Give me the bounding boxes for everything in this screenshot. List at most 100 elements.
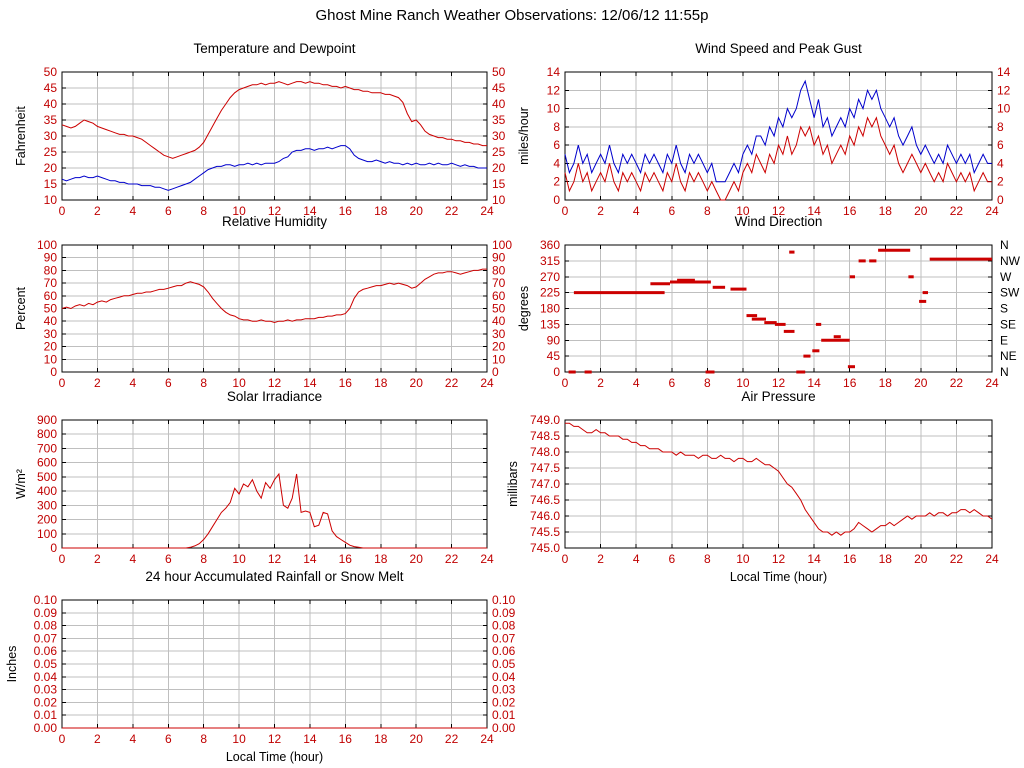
svg-text:746.5: 746.5 xyxy=(530,493,560,507)
svg-text:10: 10 xyxy=(492,193,506,207)
svg-text:70: 70 xyxy=(492,276,506,290)
svg-text:20: 20 xyxy=(410,732,424,746)
svg-text:0.06: 0.06 xyxy=(492,644,516,658)
svg-text:0.04: 0.04 xyxy=(34,670,58,684)
svg-text:6: 6 xyxy=(668,552,675,566)
svg-text:20: 20 xyxy=(410,552,424,566)
svg-text:45: 45 xyxy=(44,81,58,95)
svg-text:12: 12 xyxy=(772,204,786,218)
svg-text:35: 35 xyxy=(44,113,58,127)
series-dewpoint xyxy=(61,145,487,191)
svg-text:0: 0 xyxy=(997,193,1004,207)
svg-text:16: 16 xyxy=(843,376,857,390)
svg-text:0.02: 0.02 xyxy=(34,695,58,709)
svg-text:500: 500 xyxy=(37,470,57,484)
svg-text:25: 25 xyxy=(44,145,58,159)
svg-text:14: 14 xyxy=(997,65,1011,79)
svg-text:22: 22 xyxy=(950,552,964,566)
svg-text:14: 14 xyxy=(303,552,317,566)
svg-text:748.5: 748.5 xyxy=(530,429,560,443)
svg-text:0.01: 0.01 xyxy=(492,708,516,722)
svg-text:20: 20 xyxy=(492,161,506,175)
svg-text:0: 0 xyxy=(59,204,66,218)
chart-title-wind-speed: Wind Speed and Peak Gust xyxy=(695,41,862,56)
svg-text:16: 16 xyxy=(339,204,353,218)
svg-text:22: 22 xyxy=(445,204,459,218)
svg-text:E: E xyxy=(1000,333,1008,347)
svg-text:NW: NW xyxy=(1000,254,1021,268)
svg-text:24: 24 xyxy=(480,204,494,218)
svg-text:0.07: 0.07 xyxy=(34,631,58,645)
svg-text:22: 22 xyxy=(950,204,964,218)
svg-text:20: 20 xyxy=(914,376,928,390)
svg-text:2: 2 xyxy=(94,552,101,566)
svg-text:0: 0 xyxy=(59,552,66,566)
svg-text:10: 10 xyxy=(232,552,246,566)
svg-text:80: 80 xyxy=(492,263,506,277)
svg-text:22: 22 xyxy=(445,376,459,390)
svg-text:747.0: 747.0 xyxy=(530,477,560,491)
svg-text:6: 6 xyxy=(997,138,1004,152)
svg-text:16: 16 xyxy=(339,376,353,390)
svg-text:6: 6 xyxy=(165,204,172,218)
svg-text:SE: SE xyxy=(1000,317,1016,331)
svg-text:12: 12 xyxy=(268,732,282,746)
svg-text:50: 50 xyxy=(492,302,506,316)
svg-text:800: 800 xyxy=(37,427,57,441)
svg-text:80: 80 xyxy=(44,263,58,277)
svg-text:18: 18 xyxy=(374,732,388,746)
page-title: Ghost Mine Ranch Weather Observations: 1… xyxy=(315,7,709,24)
svg-text:4: 4 xyxy=(633,204,640,218)
svg-text:6: 6 xyxy=(553,138,560,152)
svg-text:24: 24 xyxy=(480,376,494,390)
svg-text:24: 24 xyxy=(480,552,494,566)
svg-text:0.08: 0.08 xyxy=(492,619,516,633)
svg-text:30: 30 xyxy=(492,129,506,143)
svg-text:0.09: 0.09 xyxy=(34,606,58,620)
svg-text:22: 22 xyxy=(445,732,459,746)
svg-text:0: 0 xyxy=(50,541,57,555)
svg-text:6: 6 xyxy=(165,376,172,390)
svg-text:50: 50 xyxy=(44,302,58,316)
svg-text:15: 15 xyxy=(44,177,58,191)
svg-text:12: 12 xyxy=(772,376,786,390)
svg-text:6: 6 xyxy=(165,552,172,566)
svg-text:400: 400 xyxy=(37,484,57,498)
series-relative-humidity xyxy=(61,268,487,324)
svg-text:18: 18 xyxy=(374,552,388,566)
svg-text:12: 12 xyxy=(268,204,282,218)
chart-title-wind-direction: Wind Direction xyxy=(734,214,823,229)
svg-text:10: 10 xyxy=(232,376,246,390)
svg-text:2: 2 xyxy=(597,376,604,390)
svg-text:100: 100 xyxy=(37,238,57,252)
svg-text:0: 0 xyxy=(59,376,66,390)
svg-text:10: 10 xyxy=(736,552,750,566)
svg-text:0.08: 0.08 xyxy=(34,619,58,633)
series-peak-gust xyxy=(564,79,992,183)
svg-text:90: 90 xyxy=(547,333,561,347)
svg-text:2: 2 xyxy=(597,204,604,218)
svg-text:0.00: 0.00 xyxy=(34,721,58,735)
svg-text:749.0: 749.0 xyxy=(530,413,560,427)
svg-text:0: 0 xyxy=(553,193,560,207)
svg-text:Percent: Percent xyxy=(14,286,28,330)
svg-text:20: 20 xyxy=(44,161,58,175)
svg-text:10: 10 xyxy=(547,102,561,116)
svg-text:40: 40 xyxy=(492,97,506,111)
svg-text:10: 10 xyxy=(232,204,246,218)
svg-text:0: 0 xyxy=(562,376,569,390)
svg-text:90: 90 xyxy=(492,251,506,265)
svg-text:18: 18 xyxy=(374,376,388,390)
svg-text:745.5: 745.5 xyxy=(530,525,560,539)
svg-text:10: 10 xyxy=(736,376,750,390)
svg-text:14: 14 xyxy=(303,732,317,746)
svg-text:10: 10 xyxy=(997,102,1011,116)
svg-text:747.5: 747.5 xyxy=(530,461,560,475)
svg-text:0.01: 0.01 xyxy=(34,708,58,722)
svg-text:748.0: 748.0 xyxy=(530,445,560,459)
svg-text:40: 40 xyxy=(44,314,58,328)
svg-text:0.00: 0.00 xyxy=(492,721,516,735)
svg-text:10: 10 xyxy=(232,732,246,746)
